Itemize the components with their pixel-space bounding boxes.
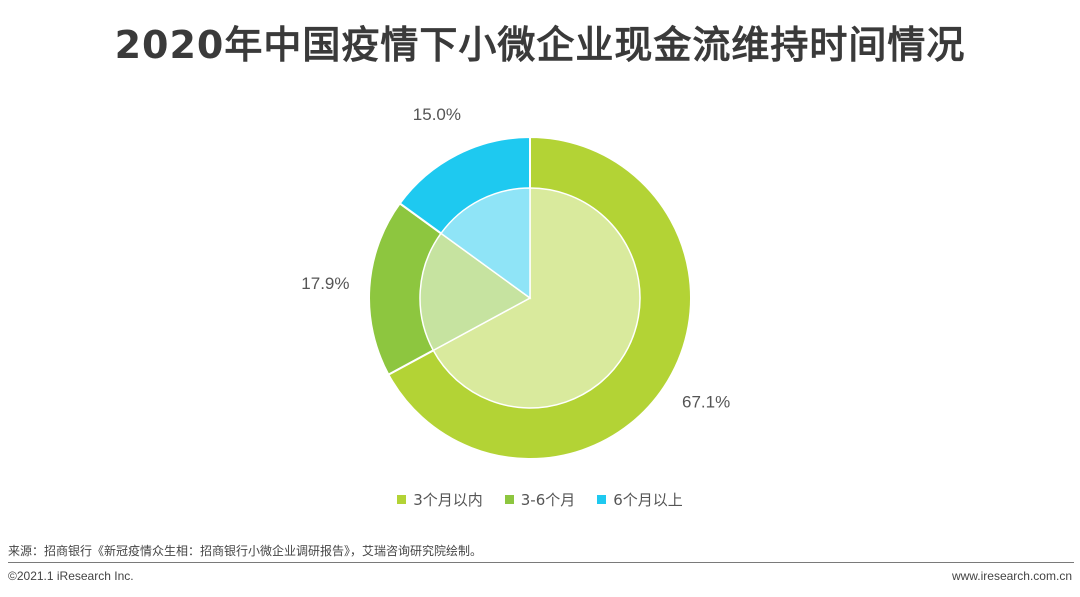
slice-value-label-2: 15.0% <box>413 105 461 124</box>
slice-inner-1 <box>419 232 532 352</box>
website-link: www.iresearch.com.cn <box>951 569 1072 583</box>
copyright-text: ©2021.1 iResearch Inc. <box>8 569 134 583</box>
legend-label-2: 6个月以上 <box>613 491 683 509</box>
slice-inner-2 <box>439 187 531 300</box>
legend: 3个月以内 3-6个月 6个月以上 <box>0 489 1080 510</box>
slice-inner-0 <box>432 187 641 409</box>
slice-value-label-0: 67.1% <box>682 392 730 411</box>
legend-swatch-1 <box>504 495 514 504</box>
chart-title: 2020年中国疫情下小微企业现金流维持时间情况 <box>114 23 966 67</box>
legend-label-1: 3-6个月 <box>520 491 576 509</box>
legend-item-1: 3-6个月 <box>504 489 576 510</box>
legend-swatch-2 <box>597 495 607 504</box>
footer-divider <box>8 562 1074 563</box>
slice-value-label-1: 17.9% <box>301 274 349 293</box>
inner-slices <box>419 187 641 409</box>
slice-labels: 67.1% 17.9% 15.0% <box>301 105 730 412</box>
legend-swatch-0 <box>397 495 407 504</box>
legend-item-0: 3个月以内 <box>397 489 483 510</box>
source-note: 来源：招商银行《新冠疫情众生相：招商银行小微企业调研报告》，艾瑞咨询研究院绘制。 <box>8 544 483 558</box>
legend-item-2: 6个月以上 <box>597 489 683 510</box>
donut-chart: 67.1% 17.9% 15.0% <box>301 105 730 460</box>
legend-label-0: 3个月以内 <box>413 491 483 509</box>
